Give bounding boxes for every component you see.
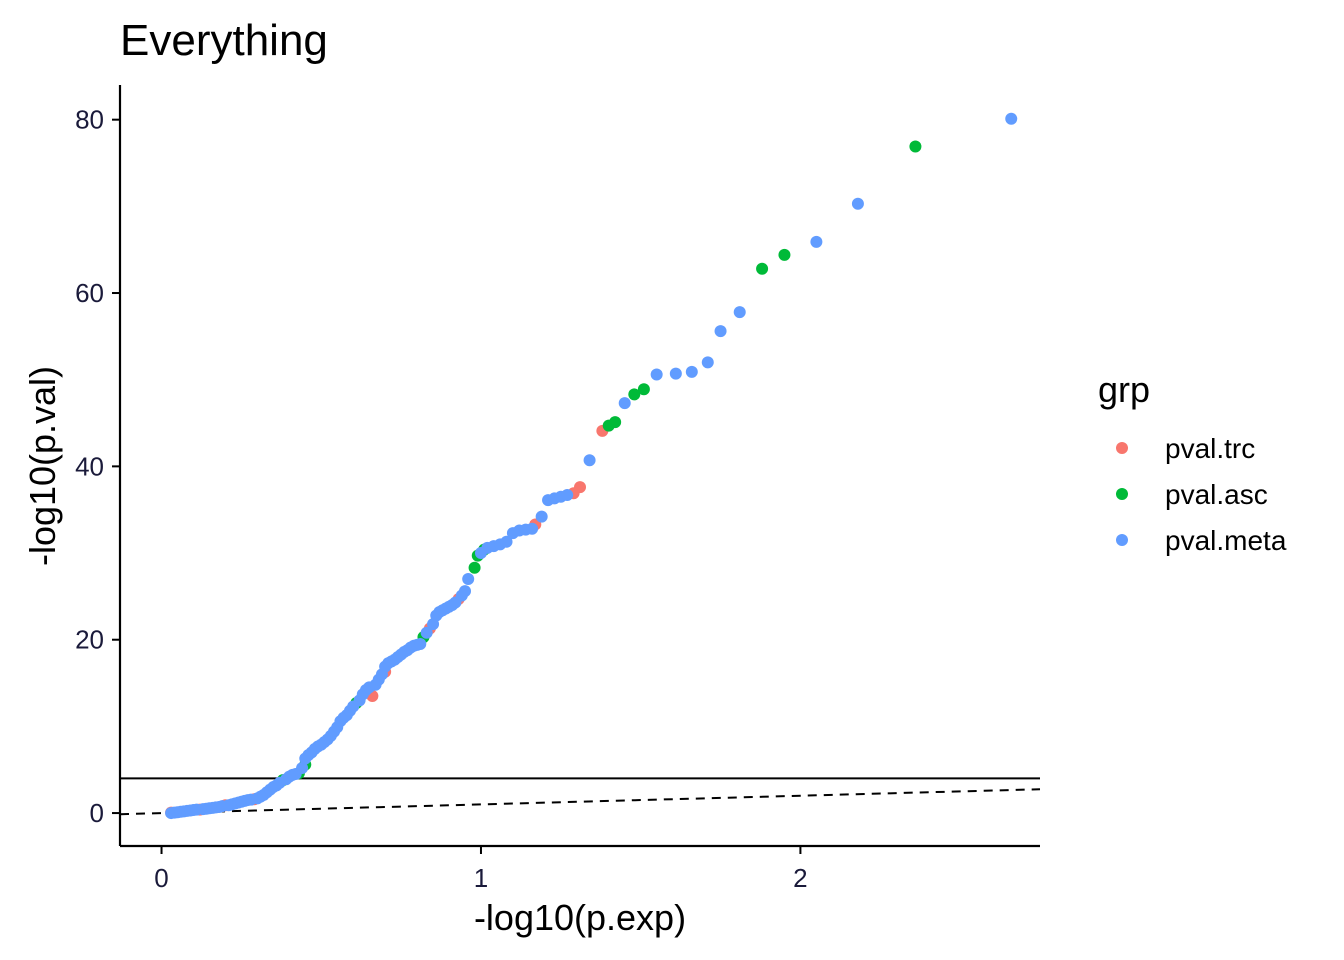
- chart-title: Everything: [120, 16, 328, 65]
- data-point: [420, 626, 433, 639]
- x-axis-ticks: 0 1 2: [154, 846, 808, 893]
- data-point: [701, 356, 714, 369]
- x-tick-label: 1: [474, 863, 488, 893]
- data-point: [526, 522, 539, 535]
- data-point: [909, 140, 922, 153]
- y-axis-title: -log10(p.val): [22, 366, 63, 566]
- data-point: [500, 535, 513, 548]
- reference-lines: [119, 777, 1041, 816]
- data-point: [462, 573, 475, 586]
- data-point: [628, 388, 641, 401]
- y-tick-label: 60: [75, 278, 104, 308]
- data-point: [733, 306, 746, 319]
- legend-item-pval-meta: pval.meta: [1116, 525, 1287, 556]
- data-point: [685, 365, 698, 378]
- y-axis-ticks: 0 20 40 60 80: [75, 105, 120, 828]
- data-point: [468, 561, 481, 574]
- data-point: [618, 397, 631, 410]
- data-point: [1005, 112, 1018, 125]
- x-tick-label: 0: [154, 863, 168, 893]
- data-point: [669, 367, 682, 380]
- series-pval-meta: [165, 112, 1018, 820]
- y-tick-label: 0: [90, 798, 104, 828]
- data-point: [574, 481, 586, 494]
- legend-label: pval.meta: [1165, 525, 1287, 556]
- data-point: [609, 416, 622, 429]
- data-point: [296, 761, 309, 774]
- data-point: [851, 197, 864, 210]
- legend-item-pval-asc: pval.asc: [1116, 479, 1268, 510]
- legend-item-pval-trc: pval.trc: [1116, 433, 1255, 464]
- legend-key: [1116, 488, 1128, 500]
- legend: grp pval.trc pval.asc pval.meta: [1098, 369, 1287, 556]
- y-tick-label: 80: [75, 105, 104, 135]
- data-point: [650, 368, 663, 381]
- data-point: [756, 262, 769, 275]
- data-point: [637, 383, 650, 396]
- y-tick-label: 20: [75, 625, 104, 655]
- legend-title: grp: [1098, 369, 1150, 410]
- data-point: [561, 488, 574, 501]
- series-pval-trc: [165, 424, 609, 819]
- legend-key: [1116, 442, 1128, 454]
- data-point: [535, 510, 548, 523]
- data-point: [810, 235, 823, 248]
- scatter-points: [165, 112, 1018, 820]
- data-point: [414, 638, 427, 651]
- data-point: [583, 454, 596, 467]
- legend-key: [1116, 534, 1128, 546]
- data-point: [714, 325, 727, 338]
- x-tick-label: 2: [793, 863, 807, 893]
- y-tick-label: 40: [75, 451, 104, 481]
- axes: [118, 85, 1040, 848]
- legend-label: pval.trc: [1165, 433, 1255, 464]
- legend-label: pval.asc: [1165, 479, 1268, 510]
- x-axis-title: -log10(p.exp): [474, 897, 686, 938]
- data-point: [778, 248, 791, 261]
- data-point: [459, 585, 471, 598]
